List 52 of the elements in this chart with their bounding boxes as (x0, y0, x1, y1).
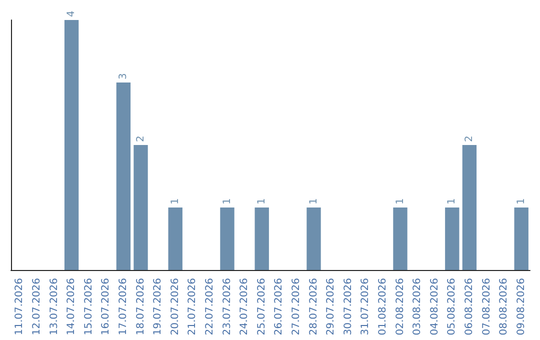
bar (462, 145, 477, 270)
x-tick-label: 21.07.2026 (187, 278, 198, 336)
data-label: 1 (170, 198, 181, 204)
data-label: 1 (516, 198, 527, 204)
x-tick-label: 17.07.2026 (118, 278, 129, 336)
bar (445, 208, 460, 270)
x-tick-label: 20.07.2026 (170, 278, 181, 336)
x-tick-label: 02.08.2026 (394, 278, 406, 336)
data-label: 1 (308, 198, 320, 204)
x-tick-label: 24.07.2026 (239, 278, 250, 336)
bar (64, 20, 79, 270)
data-label: 1 (394, 198, 406, 204)
x-tick-label: 23.07.2026 (222, 278, 233, 336)
x-tick-label: 06.08.2026 (464, 278, 475, 336)
x-tick-label: 13.07.2026 (48, 278, 60, 336)
x-tick-label: 05.08.2026 (446, 278, 458, 336)
data-label: 1 (222, 198, 233, 204)
x-tick-label: 27.07.2026 (290, 278, 302, 336)
x-tick-label: 28.07.2026 (308, 278, 320, 336)
bar (134, 145, 148, 270)
bar (393, 208, 408, 270)
data-label: 1 (446, 198, 458, 204)
x-tick-label: 03.08.2026 (412, 278, 424, 336)
x-tick-label: 19.07.2026 (152, 278, 164, 336)
x-tick-label: 29.07.2026 (326, 278, 337, 336)
x-tick-label: 16.07.2026 (100, 278, 112, 336)
data-label: 1 (256, 198, 268, 204)
data-label: 2 (135, 136, 146, 142)
x-tick-label: 30.07.2026 (342, 278, 354, 336)
x-tick-label: 12.07.2026 (31, 278, 42, 336)
bar (116, 82, 131, 270)
x-tick-label: 22.07.2026 (204, 278, 216, 336)
x-tick-label: 15.07.2026 (83, 278, 94, 336)
x-tick-label: 18.07.2026 (135, 278, 146, 336)
x-tick-label: 11.07.2026 (14, 278, 26, 336)
x-tick-label: 08.08.2026 (498, 278, 510, 336)
x-tick-label: 09.08.2026 (516, 278, 527, 336)
bar (306, 208, 321, 270)
data-label: 4 (66, 10, 78, 17)
data-label: 2 (464, 136, 475, 142)
x-tick-label: 26.07.2026 (274, 278, 285, 336)
x-tick-label: 07.08.2026 (481, 278, 492, 336)
data-label: 3 (118, 73, 129, 80)
x-tick-label: 14.07.2026 (66, 278, 78, 336)
bar (220, 208, 234, 270)
x-tick-label: 25.07.2026 (256, 278, 268, 336)
bar (254, 208, 269, 270)
bar (168, 208, 182, 270)
x-tick-label: 01.08.2026 (377, 278, 388, 336)
x-tick-label: 31.07.2026 (360, 278, 372, 336)
bar (514, 208, 528, 270)
x-tick-label: 04.08.2026 (429, 278, 440, 336)
